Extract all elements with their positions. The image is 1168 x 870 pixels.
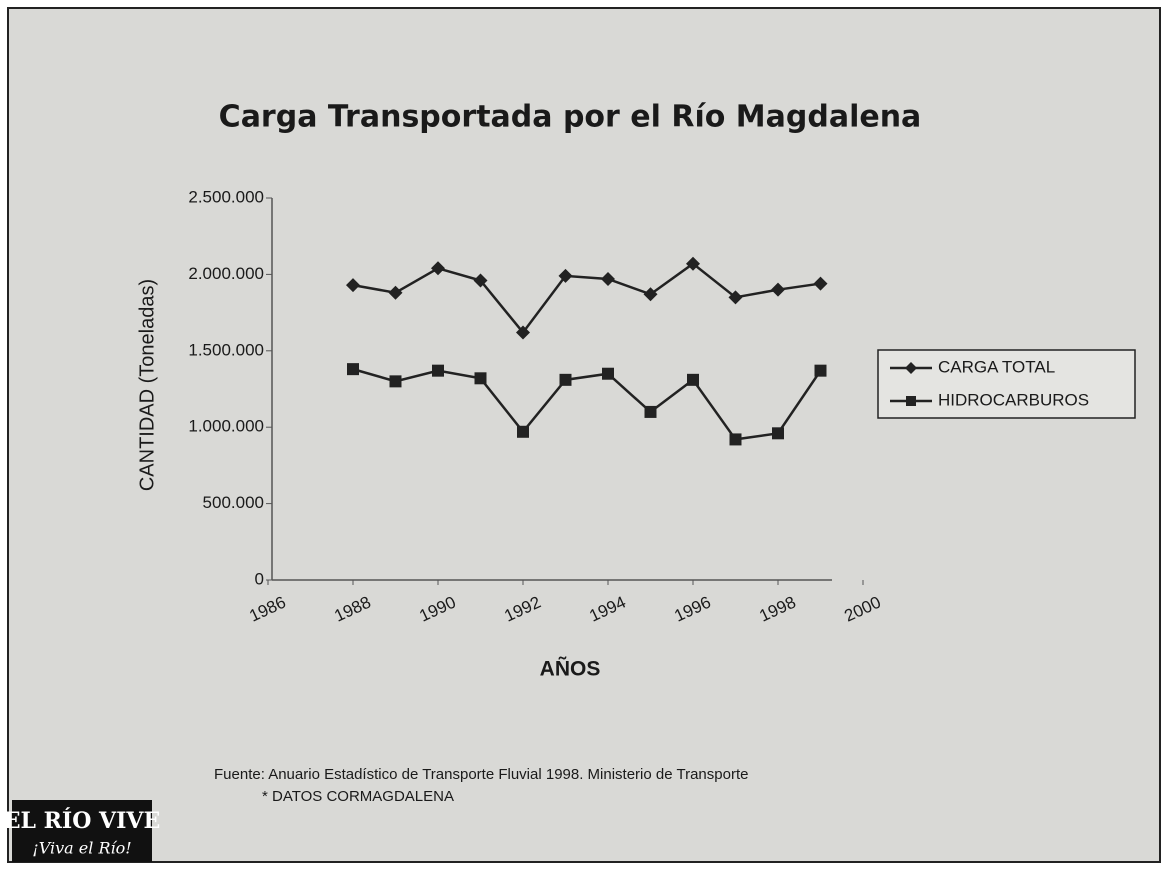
data-point (813, 276, 828, 291)
y-tick-label: 0 (255, 569, 264, 588)
chart-title: Carga Transportada por el Río Magdalena (219, 100, 922, 135)
legend-label: CARGA TOTAL (938, 357, 1055, 376)
data-point (517, 425, 529, 438)
source-note: Fuente: Anuario Estadístico de Transport… (214, 766, 748, 783)
y-tick-label: 2.000.000 (188, 264, 264, 283)
data-point (601, 271, 615, 286)
data-point (431, 261, 445, 276)
legend-marker (905, 362, 917, 374)
data-point (473, 273, 488, 288)
y-axis-title: CANTIDAD (Toneladas) (136, 279, 158, 491)
data-point (729, 433, 742, 446)
legend-box (877, 349, 1136, 419)
x-axis-title: AÑOS (540, 658, 601, 681)
data-point (432, 364, 444, 377)
data-point (558, 268, 573, 283)
series-line (352, 262, 821, 335)
data-point (474, 372, 487, 385)
data-point (559, 373, 572, 386)
data-point (346, 278, 360, 293)
data-point (814, 364, 827, 377)
logo-subtitle: ¡Viva el Río! (32, 839, 131, 858)
data-point (686, 256, 700, 271)
data-point (388, 285, 403, 300)
data-point (516, 325, 530, 340)
y-tick-label: 1.000.000 (188, 417, 264, 436)
y-tick-label: 2.500.000 (188, 187, 264, 206)
data-point (687, 373, 699, 386)
logo-background (12, 800, 152, 862)
logo-title: EL RÍO VIVE (4, 807, 161, 834)
data-point (728, 290, 743, 305)
data-point (772, 427, 784, 440)
data-point (347, 363, 359, 376)
data-point (389, 375, 402, 388)
data-note: * DATOS CORMAGDALENA (262, 788, 454, 805)
chart-frame (7, 7, 1161, 863)
y-tick-label: 1.500.000 (188, 340, 264, 359)
data-point (602, 367, 614, 380)
y-tick-label: 500.000 (203, 493, 264, 512)
legend-marker (906, 396, 916, 406)
data-point (643, 287, 658, 302)
legend-label: HIDROCARBUROS (938, 390, 1089, 409)
data-point (644, 405, 657, 418)
series-line (352, 367, 822, 441)
data-point (771, 282, 785, 297)
